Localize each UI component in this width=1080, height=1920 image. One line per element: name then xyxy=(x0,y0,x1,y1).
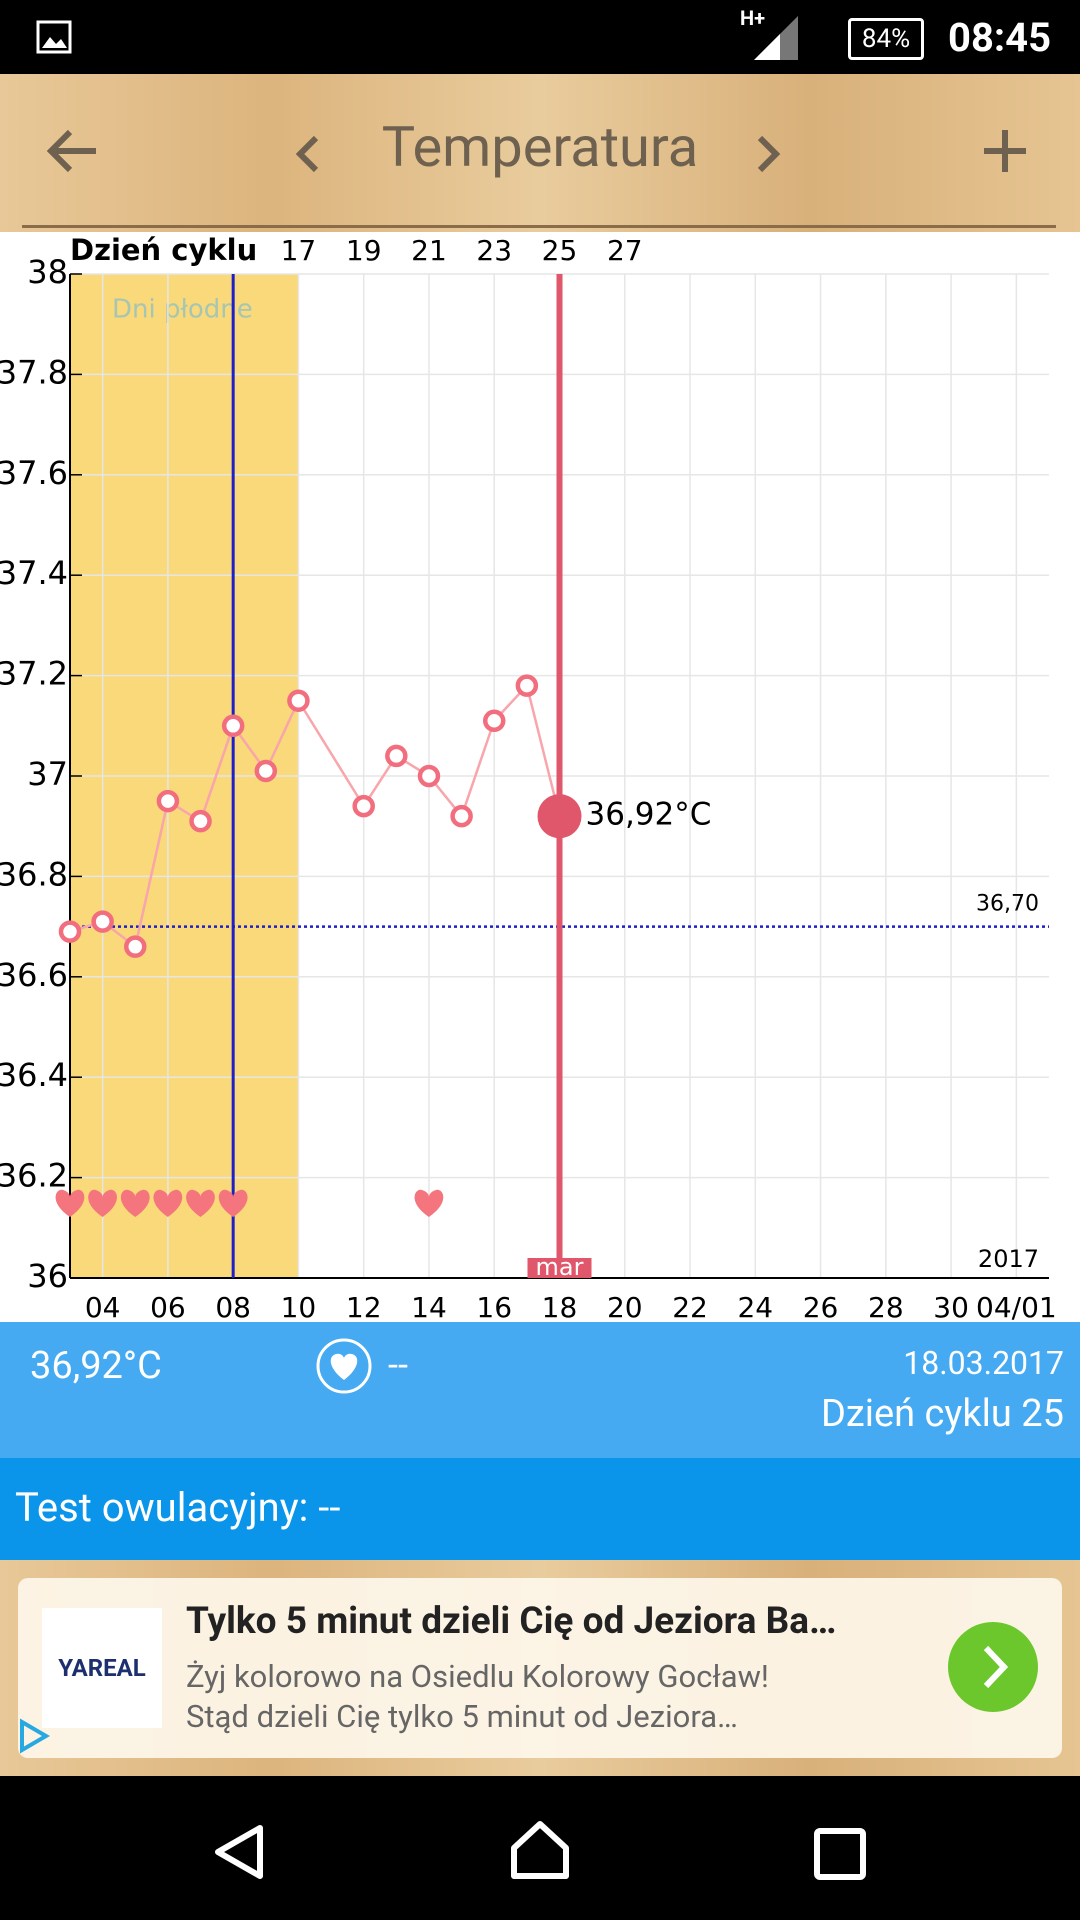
x-tick-label: 06 xyxy=(150,1291,186,1322)
y-tick-label: 37.4 xyxy=(0,554,68,592)
temperature-point xyxy=(482,709,506,733)
y-tick-label: 37.6 xyxy=(0,454,68,492)
temperature-point xyxy=(58,920,82,943)
temperature: 36,92°C xyxy=(30,1344,162,1388)
temperature-point xyxy=(385,744,408,768)
heart xyxy=(218,1189,248,1217)
ad-button[interactable] xyxy=(948,1622,1038,1712)
coverline-label: 36,70 xyxy=(976,892,1039,917)
intercourse-value: -- xyxy=(388,1344,408,1386)
heart xyxy=(55,1189,85,1217)
top-tick-label: 25 xyxy=(542,234,578,267)
navigation-bar xyxy=(0,1776,1080,1920)
intercourse-icon[interactable] xyxy=(314,1336,374,1396)
x-tick-label: 26 xyxy=(803,1291,839,1322)
x-tick-label: 14 xyxy=(411,1291,447,1322)
x-tick-label: 12 xyxy=(346,1291,382,1322)
heart xyxy=(88,1189,118,1217)
x-tick-label: 04/01 xyxy=(976,1291,1057,1322)
battery: 84% xyxy=(848,18,924,60)
ad-choices-icon[interactable] xyxy=(16,1718,52,1754)
temperature-point xyxy=(450,804,473,828)
clock: 08:45 xyxy=(948,14,1052,61)
ad-line: Żyj kolorowo na Osiedlu Kolorowy Gocław! xyxy=(186,1658,769,1695)
add-button[interactable] xyxy=(980,126,1030,176)
y-tick-label: 38 xyxy=(27,253,68,291)
date: 18.03.2017 xyxy=(903,1344,1064,1382)
x-tick-label: 30 xyxy=(933,1291,969,1322)
next-button[interactable] xyxy=(752,132,786,176)
back-nav[interactable] xyxy=(210,1822,270,1882)
x-tick-label: 16 xyxy=(476,1291,512,1322)
x-tick-label: 04 xyxy=(85,1291,121,1322)
network-type: H+ xyxy=(740,6,766,30)
x-tick-label: 24 xyxy=(737,1291,773,1322)
top-axis-label: Dzień cyklu xyxy=(70,233,257,267)
x-tick-label: 22 xyxy=(672,1291,708,1322)
top-tick-label: 21 xyxy=(411,234,447,267)
y-tick-label: 37.2 xyxy=(0,655,68,693)
signal-icon xyxy=(754,16,798,60)
heart xyxy=(414,1189,444,1217)
y-tick-label: 36.2 xyxy=(0,1157,68,1195)
temperature-point xyxy=(124,935,147,958)
temperature-point xyxy=(156,789,180,813)
divider xyxy=(22,225,1056,228)
ovulation-test[interactable]: Test owulacyjny: -- xyxy=(15,1484,341,1531)
month-label: mar xyxy=(536,1253,584,1281)
info-panel: 36,92°C -- 18.03.2017 Dzień cyklu 25 xyxy=(0,1322,1080,1458)
y-tick-label: 36 xyxy=(27,1257,68,1295)
temperature-point xyxy=(221,714,245,738)
y-tick-label: 36.4 xyxy=(0,1056,68,1094)
today-point xyxy=(537,794,582,839)
toolbar: Temperatura xyxy=(0,74,1080,232)
month-label-bg xyxy=(527,1258,592,1278)
recents-nav[interactable] xyxy=(812,1826,868,1882)
previous-button[interactable] xyxy=(290,132,324,176)
home-nav[interactable] xyxy=(508,1818,572,1882)
ovulation-test-panel: Test owulacyjny: -- xyxy=(0,1458,1080,1560)
today-value-label: 36,92°C xyxy=(586,797,712,833)
top-tick-label: 23 xyxy=(476,234,512,267)
toolbar-title: Temperatura xyxy=(381,114,699,180)
status-bar: H+ 84% 08:45 xyxy=(0,0,1080,74)
x-tick-label: 20 xyxy=(607,1291,643,1322)
ad-area: YAREAL Tylko 5 minut dzieli Cię od Jezio… xyxy=(0,1560,1080,1776)
temperature-point xyxy=(417,764,441,788)
ad-line: Stąd dzieli Cię tylko 5 minut od Jeziora… xyxy=(186,1698,738,1735)
image-icon xyxy=(36,20,72,54)
back-button[interactable] xyxy=(44,126,104,176)
y-tick-label: 36.8 xyxy=(0,855,68,893)
y-tick-label: 37 xyxy=(27,755,68,793)
x-tick-label: 28 xyxy=(868,1291,904,1322)
ad-title: Tylko 5 minut dzieli Cię od Jeziora Ba… xyxy=(186,1600,837,1643)
temperature-point xyxy=(189,809,212,833)
top-tick-label: 19 xyxy=(346,234,382,267)
top-tick-label: 17 xyxy=(281,234,317,267)
x-tick-label: 18 xyxy=(542,1291,578,1322)
x-tick-label: 10 xyxy=(281,1291,317,1322)
cycle-day: Dzień cyklu 25 xyxy=(820,1392,1064,1436)
ad-logo: YAREAL xyxy=(42,1608,162,1728)
chart: Dni płodne 36 36.2 36.4 36.6 36.8 37 37.2 37.4 37… xyxy=(0,232,1080,1322)
top-tick-label: 27 xyxy=(607,234,643,267)
temperature-point xyxy=(287,689,310,712)
y-tick-label: 36.6 xyxy=(0,956,68,994)
temperature-point xyxy=(91,910,114,933)
temperature-point xyxy=(515,674,539,697)
ad-card[interactable]: YAREAL Tylko 5 minut dzieli Cię od Jezio… xyxy=(18,1578,1062,1758)
heart xyxy=(186,1189,215,1217)
heart xyxy=(153,1189,183,1217)
fertile-window-label: Dni płodne xyxy=(112,295,253,325)
year-label: 2017 xyxy=(978,1245,1039,1273)
y-tick-label: 37.8 xyxy=(0,353,68,391)
heart xyxy=(120,1189,150,1217)
x-tick-label: 08 xyxy=(215,1291,251,1322)
temperature-point xyxy=(352,794,375,818)
temperature-point xyxy=(254,759,278,783)
